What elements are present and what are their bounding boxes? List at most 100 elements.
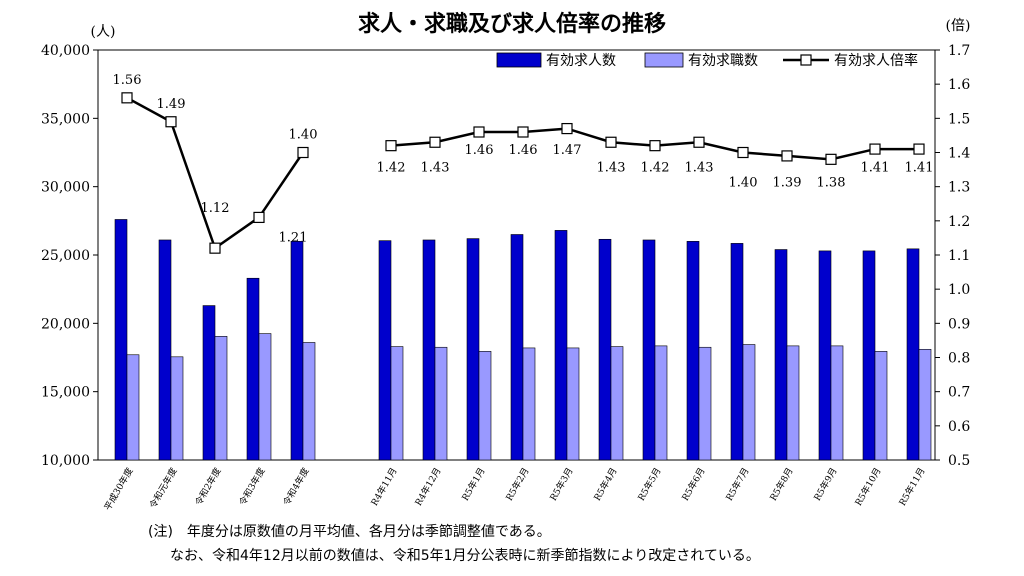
- x-tick-label: R5年3月: [547, 466, 576, 503]
- job-ratio-chart: 10,000 15,000 20,000 25,000 30,000 35,000 40,0…: [41, 18, 970, 513]
- bar-job-openings: [774, 249, 788, 461]
- x-labels: 平成30年度 令和元年度 令和2年度 令和3年度 令和4年度 R4年11月 R4年12月 R5…: [101, 466, 927, 513]
- bar-job-openings: [510, 234, 524, 461]
- left-tick-label: 10,000: [41, 453, 90, 469]
- bar-job-openings: [554, 230, 568, 461]
- bar-job-openings: [906, 248, 920, 461]
- legend-label-ratio: 有効求人倍率: [834, 52, 918, 69]
- legend-marker-ratio: [800, 54, 812, 66]
- bar-job-openings: [598, 238, 612, 461]
- bar-job-seekers: [874, 351, 888, 461]
- ratio-data-label: 1.41: [905, 160, 934, 175]
- right-tick-label: 0.9: [948, 316, 970, 332]
- bar-job-seekers: [258, 333, 272, 461]
- ratio-marker: [869, 143, 881, 155]
- ratio-data-label: 1.49: [157, 97, 186, 112]
- x-tick-label: R5年2月: [503, 466, 532, 503]
- ratio-marker: [253, 211, 265, 224]
- ratio-marker: [165, 116, 177, 128]
- bars: [114, 219, 932, 461]
- left-tick-label: 40,000: [41, 43, 90, 59]
- ratio-data-label: 1.40: [729, 176, 758, 191]
- ratio-marker: [297, 146, 309, 159]
- bar-job-openings: [158, 239, 172, 461]
- bar-job-openings: [686, 241, 700, 461]
- ratio-data-label: 1.43: [685, 160, 714, 175]
- ratio-data-label: 1.12: [201, 201, 230, 216]
- ratio-line: 1.56 1.49 1.12 1.21 1.40 1.42 1.43 1.46 1.46 1.47…: [113, 73, 934, 254]
- left-tick-label: 25,000: [41, 248, 90, 264]
- x-tick-label: R5年7月: [723, 466, 752, 503]
- right-tick-label: 0.5: [948, 453, 970, 469]
- bar-job-openings: [466, 238, 480, 461]
- right-tick-label: 1.4: [948, 146, 970, 162]
- bar-job-openings: [730, 243, 744, 461]
- ratio-data-label: 1.39: [773, 176, 802, 191]
- x-tick-label: R4年12月: [412, 466, 443, 508]
- bar-job-openings: [378, 240, 392, 461]
- ratio-data-label: 1.42: [377, 160, 406, 175]
- ratio-marker: [385, 140, 397, 152]
- bar-job-seekers: [522, 347, 536, 461]
- right-tick-label: 1.2: [948, 214, 970, 230]
- ratio-data-label: 1.40: [289, 128, 318, 143]
- legend-label-job-openings: 有効求人数: [546, 53, 616, 69]
- ratio-marker: [121, 92, 133, 104]
- bar-job-openings: [862, 250, 876, 461]
- bar-job-seekers: [830, 345, 844, 461]
- ratio-marker: [825, 153, 837, 165]
- left-axis-unit: (人): [91, 24, 116, 40]
- bar-job-seekers: [918, 348, 932, 461]
- ratio-data-label: 1.43: [421, 160, 450, 175]
- left-tick-label: 30,000: [41, 180, 90, 196]
- left-axis: 10,000 15,000 20,000 25,000 30,000 35,000 40,0…: [41, 24, 115, 469]
- x-tick-label: R5年6月: [679, 466, 708, 503]
- x-tick-label: 令和元年度: [147, 466, 180, 511]
- ratio-marker: [517, 126, 529, 138]
- bar-job-openings: [114, 219, 128, 461]
- bar-job-seekers: [302, 342, 316, 461]
- x-tick-label: R5年1月: [459, 466, 488, 503]
- bar-job-seekers: [610, 346, 624, 461]
- bar-job-openings: [246, 277, 260, 461]
- bar-job-seekers: [742, 344, 756, 461]
- legend-swatch-job-seekers: [644, 52, 684, 68]
- legend-swatch-job-openings: [496, 52, 542, 68]
- bar-job-seekers: [698, 346, 712, 461]
- bar-job-openings: [818, 250, 832, 461]
- left-tick-label: 35,000: [41, 111, 90, 127]
- x-tick-label: 令和3年度: [236, 466, 267, 508]
- right-tick-label: 1.0: [948, 282, 970, 298]
- x-tick-label: 令和2年度: [192, 466, 223, 508]
- ratio-data-label: 1.47: [553, 143, 582, 158]
- ratio-data-label: 1.46: [509, 143, 538, 158]
- footnote-line-2: なお、令和4年12月以前の数値は、令和5年1月分公表時に新季節指数により改定され…: [170, 548, 760, 564]
- right-tick-label: 1.6: [948, 77, 970, 93]
- x-tick-label: R5年5月: [635, 466, 664, 503]
- ratio-line-annual: [126, 96, 305, 251]
- x-tick-label: R5年9月: [811, 466, 840, 503]
- x-tick-label: 令和4年度: [280, 466, 311, 508]
- ratio-marker: [429, 136, 441, 148]
- bar-job-openings: [290, 241, 304, 461]
- right-tick-label: 1.1: [948, 248, 970, 264]
- right-axis: 0.5 0.6 0.7 0.8 0.9 1.0 1.1 1.2 1.3 1.4 1.5 1.6 1.7 (…: [935, 18, 970, 469]
- bar-job-seekers: [390, 346, 404, 461]
- ratio-marker: [693, 136, 705, 148]
- bar-job-seekers: [126, 354, 140, 461]
- ratio-marker: [649, 140, 661, 152]
- bar-job-seekers: [654, 345, 668, 461]
- x-tick-label: R5年10月: [852, 466, 883, 508]
- left-tick-label: 15,000: [41, 385, 90, 401]
- chart-title: 求人・求職及び求人倍率の推移: [357, 12, 666, 37]
- bar-job-openings: [422, 239, 436, 461]
- right-tick-label: 0.7: [948, 385, 970, 401]
- bar-job-seekers: [478, 351, 492, 461]
- right-tick-label: 0.8: [948, 351, 970, 367]
- right-axis-unit: (倍): [946, 18, 971, 34]
- ratio-marker: [737, 146, 749, 159]
- right-tick-label: 1.5: [948, 111, 970, 127]
- x-tick-label: R5年11月: [896, 466, 927, 508]
- bar-job-seekers: [786, 345, 800, 461]
- ratio-marker: [605, 136, 617, 148]
